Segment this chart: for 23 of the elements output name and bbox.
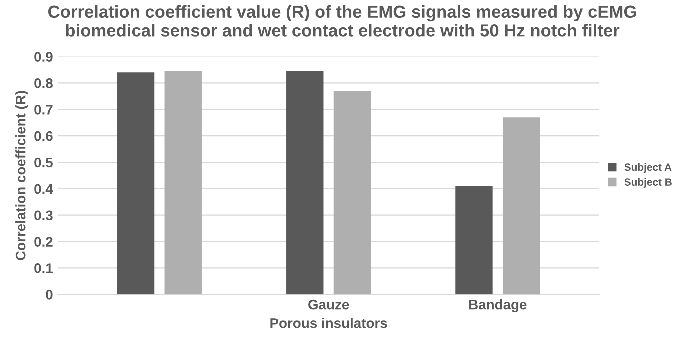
y-tick-label: 0	[46, 290, 53, 300]
bar	[502, 118, 540, 295]
x-axis-title: Porous insulators	[270, 318, 388, 328]
x-tick-label: Bandage	[470, 300, 527, 313]
y-tick-label: 0.4	[34, 184, 54, 194]
bar	[456, 186, 493, 295]
bar	[334, 91, 372, 295]
y-tick-label: 0.6	[34, 131, 53, 142]
y-tick-label: 0.7	[34, 104, 53, 115]
x-tick-label: Gauze	[308, 300, 350, 310]
chart-title: Correlation coefficient value (R) of the EMG signals measured by cEMG biomedical sensor and wet contact electrode with 50 Hz notch filter	[48, 5, 636, 37]
bar	[164, 71, 202, 295]
y-tick-label: 0.9	[34, 52, 53, 62]
y-tick-label: 0.3	[34, 210, 53, 221]
y-tick-label: 0.8	[34, 78, 53, 88]
legend-label: Subject A	[624, 163, 672, 174]
y-tick-label: 0.2	[34, 237, 53, 247]
bar	[286, 71, 324, 295]
bar	[117, 72, 155, 295]
y-axis-title: Correlation coefficient (R)	[16, 91, 29, 260]
y-tick-label: 0.1	[34, 264, 53, 274]
y-tick-label: 0.5	[34, 158, 53, 168]
legend-label: Subject B	[624, 178, 672, 188]
